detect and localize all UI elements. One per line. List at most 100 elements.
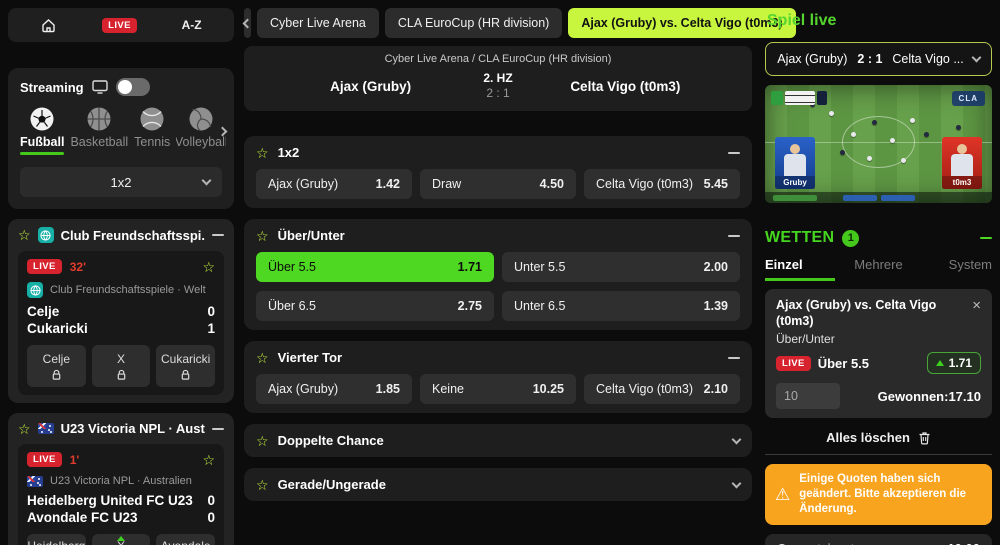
odds-button[interactable]: Keine 10.25 <box>420 374 576 404</box>
odds-button[interactable]: Ajax (Gruby) 1.42 <box>256 169 412 199</box>
collapse-icon <box>728 356 740 359</box>
sport-tab-basketball[interactable]: Basketball <box>70 106 128 155</box>
tab-einzel[interactable]: Einzel <box>765 257 835 281</box>
tab-cyber-live-arena[interactable]: Cyber Live Arena <box>257 8 379 38</box>
favorite-star-icon[interactable]: ☆ <box>18 227 31 243</box>
sport-tab-tennis[interactable]: Tennis <box>134 106 170 155</box>
odds-button[interactable]: X <box>91 345 151 387</box>
australia-flag-icon <box>37 423 54 434</box>
live-badge: LIVE <box>27 259 62 274</box>
odds-button[interactable]: Cukaricki <box>156 345 216 387</box>
favorite-star-icon[interactable]: ☆ <box>18 420 31 437</box>
breadcrumb-tabs: Cyber Live Arena CLA EuroCup (HR divisio… <box>242 8 796 38</box>
odds-button[interactable]: Unter 6.5 1.39 <box>502 291 740 321</box>
world-league-icon <box>37 227 54 243</box>
market-header[interactable]: ☆ Doppelte Chance <box>256 432 742 449</box>
odds-button[interactable]: Unter 5.5 2.00 <box>502 252 740 282</box>
market-odd-even: ☆ Gerade/Ungerade <box>244 468 752 501</box>
odds-button[interactable]: Draw 4.50 <box>420 169 576 199</box>
sports-panel: Streaming Fußball B <box>8 68 234 209</box>
home-icon[interactable] <box>40 17 57 34</box>
right-sidebar: Spiel live Ajax (Gruby) 2 : 1 Celta Vigo… <box>765 8 992 545</box>
home-team: Celje <box>27 304 60 319</box>
basketball-icon <box>86 106 112 132</box>
toggle-knob <box>117 80 132 94</box>
favorite-star-icon[interactable]: ☆ <box>202 451 215 468</box>
betslip-totals: Gesamteinsatz 10.00 Gesamtgewinn 17.10 <box>765 534 992 545</box>
tab-current-match[interactable]: Ajax (Gruby) vs. Celta Vigo (t0m3) <box>568 8 796 38</box>
match-card[interactable]: LIVE 32' ☆ Club Freundschaftsspiele · We… <box>18 251 224 395</box>
tennis-icon <box>139 106 165 132</box>
live-stream-heading: Spiel live <box>767 12 837 29</box>
pitch-center-circle <box>842 115 915 168</box>
odds-button[interactable]: Avondale 2.00 <box>156 534 216 545</box>
chevron-left-icon <box>242 18 253 28</box>
collapse-icon <box>980 237 992 239</box>
soccer-icon <box>29 106 55 132</box>
league-group-header[interactable]: ☆ Club Freundschaftsspi... <box>18 227 224 243</box>
az-sort-button[interactable]: A-Z <box>181 18 202 32</box>
live-video-stream: CLA Gruby t0m3 <box>765 85 992 203</box>
odds-button[interactable]: Ajax (Gruby) 1.85 <box>256 374 412 404</box>
favorite-star-icon[interactable]: ☆ <box>256 349 269 366</box>
favorite-star-icon[interactable]: ☆ <box>202 258 215 275</box>
favorite-star-icon[interactable]: ☆ <box>256 144 269 161</box>
tab-system[interactable]: System <box>948 257 992 272</box>
odds-changed-warning: ⚠ Einige Quoten haben sich geändert. Bit… <box>765 464 992 526</box>
home-team: Heidelberg United FC U23 <box>27 493 193 508</box>
collapse-icon <box>212 234 224 236</box>
favorite-star-icon[interactable]: ☆ <box>256 227 269 244</box>
streaming-toggle[interactable] <box>115 78 150 96</box>
video-scoreboard <box>771 91 827 105</box>
odds-button[interactable]: X 4.75 <box>91 534 151 545</box>
odds-button-selected[interactable]: Über 5.5 1.71 <box>256 252 494 282</box>
favorite-star-icon[interactable]: ☆ <box>256 476 269 493</box>
odds-button[interactable]: Celta Vigo (t0m3) 2.10 <box>584 374 740 404</box>
close-icon[interactable]: × <box>972 297 981 314</box>
tab-mehrere[interactable]: Mehrere <box>854 257 903 272</box>
league-name: Club Freundschaftsspiele · Welt <box>50 284 206 296</box>
win-label: Gewonnen: <box>877 388 949 404</box>
betslip-tabs: Einzel Mehrere System <box>765 257 992 281</box>
market-header[interactable]: ☆ 1x2 <box>256 145 740 160</box>
sport-tab-label: Basketball <box>70 135 129 149</box>
back-button[interactable] <box>242 8 253 38</box>
market-filter-select[interactable]: 1x2 <box>20 167 222 197</box>
favorite-star-icon[interactable]: ☆ <box>256 432 269 449</box>
collapse-icon <box>728 151 740 154</box>
odds-button[interactable]: Celje <box>27 345 86 387</box>
odds-button[interactable]: Heidelberg 2.45 <box>27 534 86 545</box>
odds-button[interactable]: Über 6.5 2.75 <box>256 291 494 321</box>
market-header[interactable]: ☆ Über/Unter <box>256 228 740 243</box>
sport-tab-volleyball[interactable]: Volleyball <box>176 106 226 155</box>
lock-icon <box>116 369 127 381</box>
odds-button[interactable]: Celta Vigo (t0m3) 5.45 <box>584 169 740 199</box>
active-underline <box>20 152 65 155</box>
match-card[interactable]: LIVE 1' ☆ U23 Victoria NPL · Australien … <box>18 444 224 545</box>
away-player-name: t0m3 <box>942 176 982 189</box>
bet-card: Ajax (Gruby) vs. Celta Vigo (t0m3) × Übe… <box>765 289 992 419</box>
bet-odds-chip[interactable]: 1.71 <box>926 352 981 375</box>
market-double-chance: ☆ Doppelte Chance <box>244 424 752 457</box>
market-header[interactable]: ☆ Gerade/Ungerade <box>256 476 742 493</box>
sport-tab-fussball[interactable]: Fußball <box>20 106 65 155</box>
world-league-icon <box>27 282 43 298</box>
match-selector-dropdown[interactable]: Ajax (Gruby) 2 : 1 Celta Vigo ... <box>765 42 992 76</box>
warning-text: Einige Quoten haben sich geändert. Bitte… <box>799 473 967 516</box>
clear-all-button[interactable]: Alles löschen <box>765 430 992 445</box>
stake-input[interactable] <box>776 383 840 410</box>
away-score: 1 <box>207 321 215 336</box>
main-content: Cyber Live Arena CLA EuroCup (HR divisio… <box>242 8 796 501</box>
home-team-name: Ajax (Gruby) <box>330 78 412 94</box>
betslip-title: WETTEN <box>765 229 835 246</box>
match-header: Cyber Live Arena / CLA EuroCup (HR divis… <box>244 46 752 111</box>
tab-cla-eurocup[interactable]: CLA EuroCup (HR division) <box>384 8 563 38</box>
market-header[interactable]: ☆ Vierter Tor <box>256 350 740 365</box>
betslip-header[interactable]: WETTEN 1 <box>765 229 992 247</box>
chevron-down-icon <box>201 175 212 186</box>
league-group-header[interactable]: ☆ U23 Victoria NPL · Aust... <box>18 421 224 436</box>
league-group: ☆ Club Freundschaftsspi... LIVE 32' ☆ <box>8 219 234 403</box>
league-group: ☆ U23 Victoria NPL · Aust... LIVE 1' ☆ U… <box>8 413 234 545</box>
live-nav-badge[interactable]: LIVE <box>102 17 137 33</box>
